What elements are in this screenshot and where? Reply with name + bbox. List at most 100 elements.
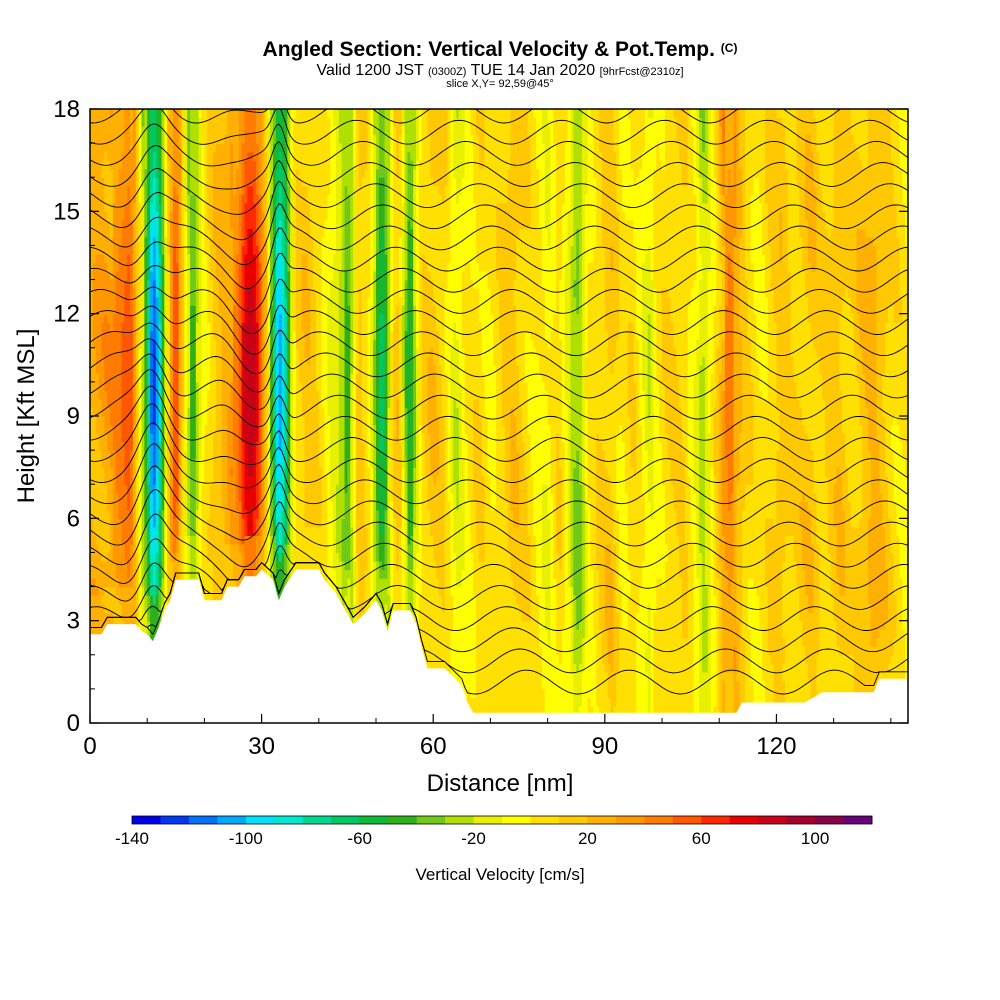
field-cell [138,475,143,485]
field-cell [118,143,123,153]
field-cell [147,356,151,366]
field-cell [127,330,131,340]
field-cell [110,313,114,323]
field-cell [127,398,131,409]
field-cell [104,433,108,443]
field-cell [147,143,151,153]
field-cell [144,535,148,545]
field-cell [138,509,143,519]
field-cell [138,151,143,161]
field-cell [110,441,114,451]
field-cell [92,578,97,588]
field-cell [135,484,140,494]
field-cell [107,381,111,392]
field-cell [132,109,137,119]
field-cell [118,236,123,247]
field-cell [144,543,148,554]
field-cell [135,586,140,596]
field-cell [112,373,117,383]
field-cell [135,526,140,536]
field-cell [95,518,100,528]
field-cell [118,484,123,494]
field-cell [147,501,151,511]
field-cell [147,552,151,562]
field-cell [115,151,120,161]
field-cell [118,168,123,178]
field-cell [95,143,100,153]
field-cell [110,339,114,349]
field-cell [107,194,111,204]
field-cell [104,253,108,264]
field-cell [121,160,125,170]
field-cell [135,202,140,212]
field-cell [115,501,120,511]
field-cell [138,253,143,264]
field-cell [127,211,131,221]
field-cell [135,398,140,409]
field-cell [95,484,100,494]
field-cell [132,347,137,357]
field-cell [124,407,128,417]
field-cell [90,620,94,630]
field-cell [107,543,111,554]
field-cell [115,458,120,468]
field-cell [118,305,123,315]
field-cell [135,543,140,554]
field-cell [135,109,140,119]
field-cell [95,509,100,519]
field-cell [135,595,140,605]
field-cell [138,330,143,340]
field-cell [98,586,103,596]
field-cell [144,271,148,281]
field-cell [118,398,123,409]
field-cell [104,578,108,588]
field-cell [92,586,97,596]
field-cell [144,109,148,119]
field-cell [132,279,137,289]
field-cell [107,168,111,178]
field-cell [124,279,128,289]
field-cell [92,526,97,536]
field-cell [121,253,125,264]
field-cell [144,398,148,409]
field-cell [130,143,134,153]
field-cell [98,620,103,630]
field-cell [141,347,145,357]
field-cell [138,356,143,366]
field-cell [101,612,105,622]
field-cell [92,253,97,264]
field-cell [110,364,114,374]
field-cell [95,126,100,136]
field-cell [147,228,151,238]
field-cell [141,236,145,247]
field-cell [110,373,114,383]
field-cell [144,390,148,400]
field-cell [112,578,117,588]
field-cell [118,475,123,485]
field-cell [127,253,131,264]
field-cell [130,117,134,127]
field-cell [112,543,117,554]
field-cell [98,569,103,579]
field-cell [101,305,105,315]
field-cell [95,347,100,357]
field-cell [101,245,105,255]
field-cell [135,433,140,443]
field-cell [147,134,151,144]
field-cell [104,313,108,323]
field-cell [90,109,94,119]
field-cell [115,441,120,451]
field-cell [127,501,131,511]
field-cell [130,347,134,357]
field-cell [115,552,120,562]
field-cell [132,484,137,494]
field-cell [104,535,108,545]
field-cell [104,398,108,409]
field-cell [144,560,148,571]
field-cell [101,492,105,502]
field-cell [130,543,134,554]
field-cell [104,177,108,187]
field-cell [98,373,103,383]
field-cell [104,475,108,485]
field-cell [115,288,120,298]
